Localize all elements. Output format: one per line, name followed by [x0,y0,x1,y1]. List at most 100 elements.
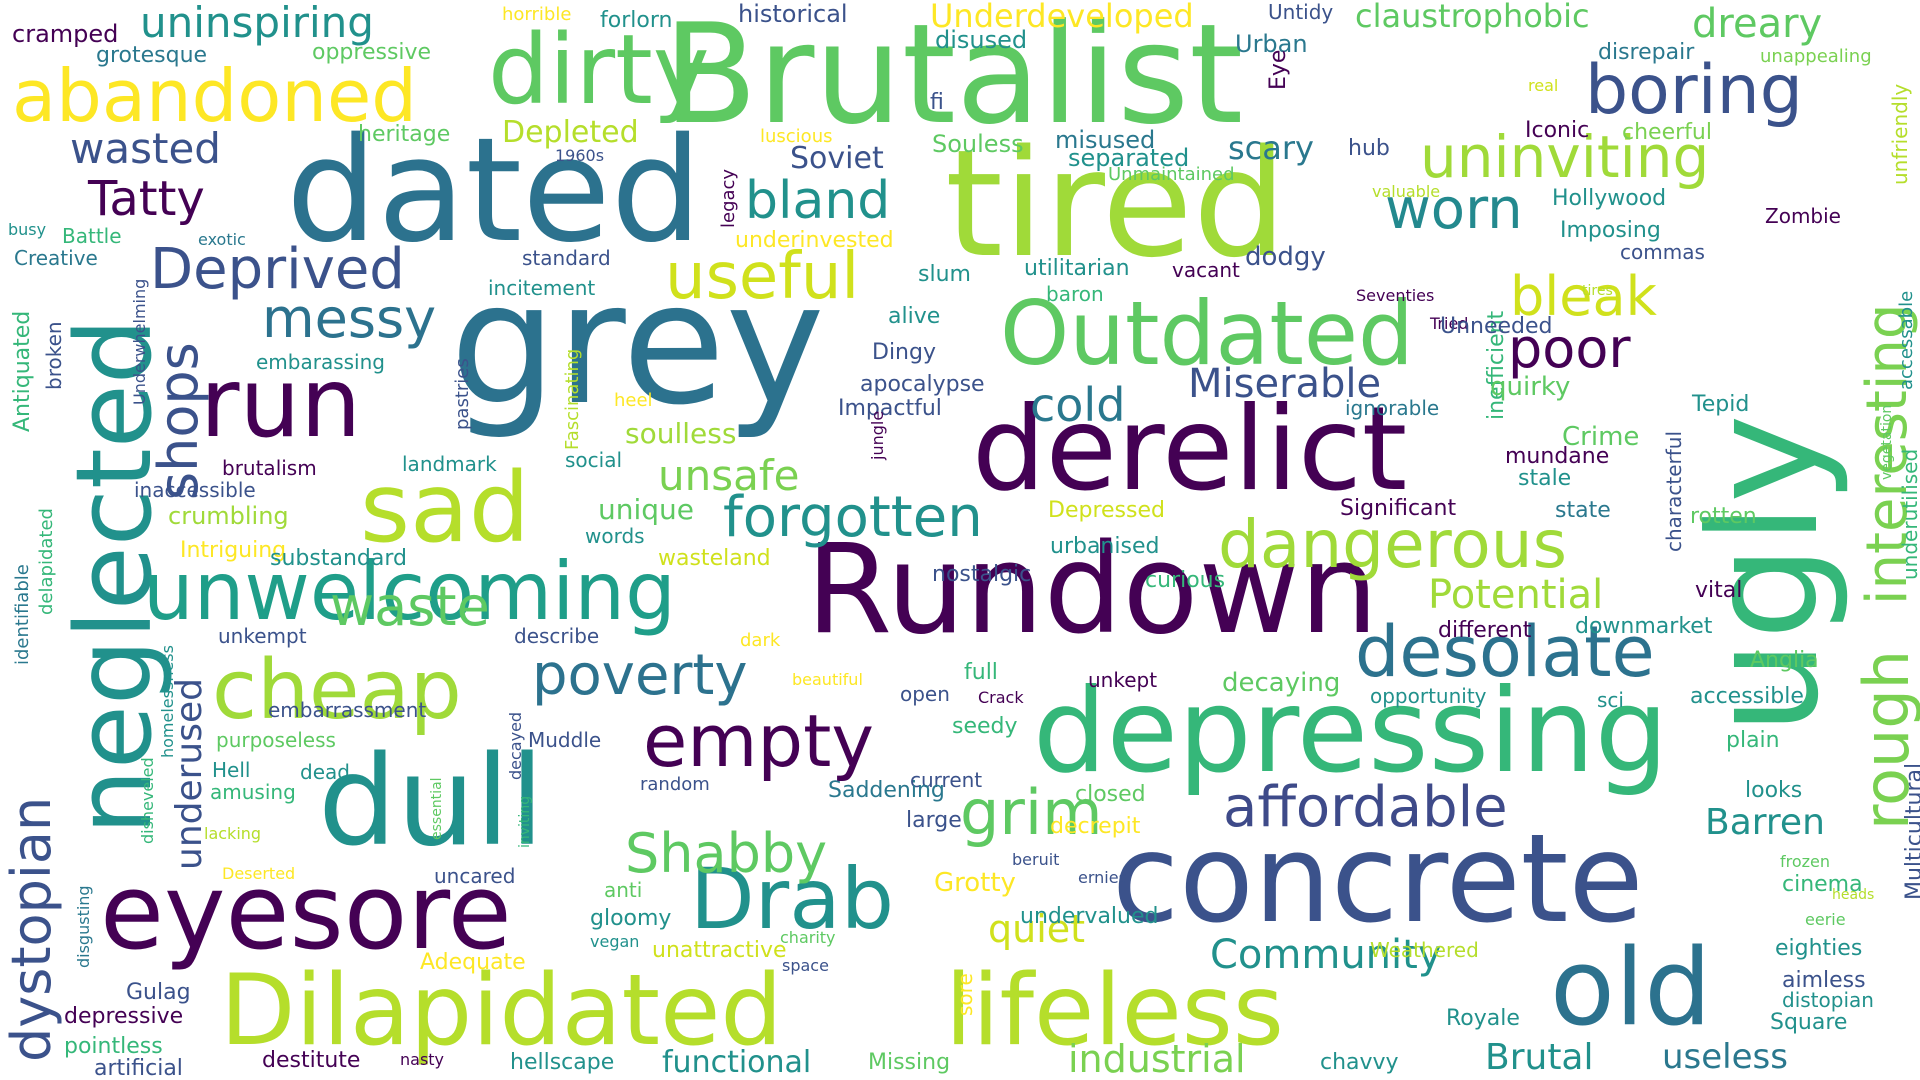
word-cloud-word: grotesque [96,43,208,68]
word-cloud-word: wasteland [658,546,771,571]
word-cloud-word: random [640,774,710,795]
word-cloud-word: Zombie [1765,204,1841,228]
word-cloud-word: homelessness [158,645,177,758]
word-cloud-word: soulless [625,417,737,450]
word-cloud-word: incitement [488,276,596,300]
word-cloud-word: separated [1068,144,1190,172]
word-cloud-word: rotten [1690,504,1757,529]
word-cloud-word: luscious [760,126,833,147]
word-cloud-word: dangerous [1218,506,1567,583]
word-cloud-word: Unmaintained [1108,164,1235,185]
word-cloud-word: worn [1385,177,1523,242]
word-cloud-word: cold [1030,378,1126,432]
word-cloud-word: curious [1145,568,1226,593]
word-cloud-word: social [565,448,623,472]
word-cloud-word: delapidated [36,508,57,615]
word-cloud-word: concrete [1112,808,1644,950]
word-cloud-word: Souless [932,130,1024,158]
word-cloud-word: Deserted [222,864,296,883]
word-cloud-word: Hollywood [1552,186,1667,211]
word-cloud-word: aimless [1782,968,1866,993]
word-cloud-word: Underdeveloped [930,0,1194,35]
word-cloud-word: Imposing [1560,218,1661,243]
word-cloud-word: purposeless [216,728,336,752]
word-cloud-word: baron [1046,282,1104,306]
word-cloud-word: useless [1662,1037,1788,1077]
word-cloud-word: Community [1210,932,1442,978]
word-cloud-word: dreary [1692,1,1823,47]
word-cloud-word: Grotty [934,868,1016,898]
word-cloud-word: Hell [212,758,251,782]
word-cloud-word: commas [1620,240,1705,264]
word-cloud-word: opportunity [1370,684,1487,708]
word-cloud-word: uninspiring [140,0,374,47]
word-cloud-word: standard [522,246,611,270]
word-cloud-word: old [1550,926,1712,1049]
word-cloud-word: substandard [270,546,407,571]
word-cloud-word: unkempt [218,624,307,648]
word-cloud-word: chavvy [1320,1050,1399,1075]
word-cloud-word: disgusting [74,885,93,968]
word-cloud-word: Saddening [828,778,945,803]
word-cloud-word: horrible [502,4,572,25]
word-cloud-word: Eye [1266,49,1291,90]
word-cloud-word: pointless [64,1034,163,1059]
word-cloud-word: uncared [434,864,516,888]
word-cloud-word: grey [450,246,825,442]
word-cloud-word: Missing [868,1050,951,1075]
word-cloud-word: underutilised [1898,448,1920,580]
word-cloud-word: accessable [1896,290,1917,390]
word-cloud-word: cramped [12,20,119,48]
word-cloud-word: Creative [14,246,98,270]
word-cloud-word: alive [888,304,941,329]
word-cloud-word: desolate [1355,611,1655,693]
word-cloud-word: destitute [262,1048,361,1073]
word-cloud-word: Tried [1430,314,1469,333]
word-cloud-word: inviting [517,795,533,848]
word-cloud-word: Multicultural [1902,762,1920,900]
word-cloud-word: Unneeded [1440,314,1553,339]
word-cloud-word: vegetation [1879,404,1895,480]
word-cloud-word: Underwhelming [130,278,149,405]
word-cloud-word: utilitarian [1024,256,1130,281]
word-cloud-word: beautiful [792,670,863,689]
word-cloud-word: sore [953,973,977,1016]
word-cloud-word: inaccessible [134,478,256,502]
word-cloud-word: quiet [988,907,1086,951]
word-cloud-word: Fascinating [562,348,583,450]
word-cloud-word: gloomy [590,906,672,931]
word-cloud-word: messy [262,287,437,350]
word-cloud-word: apocalypse [860,372,985,397]
word-cloud-word: Impactful [838,396,942,421]
word-cloud-word: unappealing [1760,46,1872,67]
word-cloud-word: real [1528,76,1559,95]
word-cloud-word: anti [604,878,643,902]
word-cloud-word: fi [930,90,944,115]
word-cloud-word: Tepid [1692,392,1750,417]
word-cloud-word: shops [147,342,210,500]
word-cloud-word: different [1438,618,1532,643]
word-cloud-word: seedy [952,714,1018,739]
word-cloud-word: characterful [1662,430,1686,552]
word-cloud-word: brutalism [222,456,317,480]
word-cloud-word: unique [598,493,695,526]
word-cloud-word: space [782,956,829,975]
word-cloud-word: misused [1055,126,1156,154]
word-cloud-word: broken [42,321,66,390]
word-cloud-word: grim [960,776,1103,849]
word-cloud-word: disused [935,26,1028,54]
word-cloud-word: unsafe [658,451,800,500]
word-cloud-word: Adequate [420,950,526,975]
word-cloud-word: 1960s [555,146,605,165]
word-cloud-word: cheerful [1622,120,1712,145]
word-cloud-word: eyesore [100,851,512,973]
word-cloud-word: forlorn [600,8,673,33]
word-cloud-word: mundane [1505,444,1610,469]
word-cloud-word: vital [1695,578,1743,603]
word-cloud-word: valuable [1372,182,1441,201]
word-cloud-word: busy [8,220,47,239]
word-cloud-word: plain [1726,728,1780,753]
word-cloud-word: disheveled [138,757,157,844]
word-cloud-word: Untidy [1268,0,1334,24]
